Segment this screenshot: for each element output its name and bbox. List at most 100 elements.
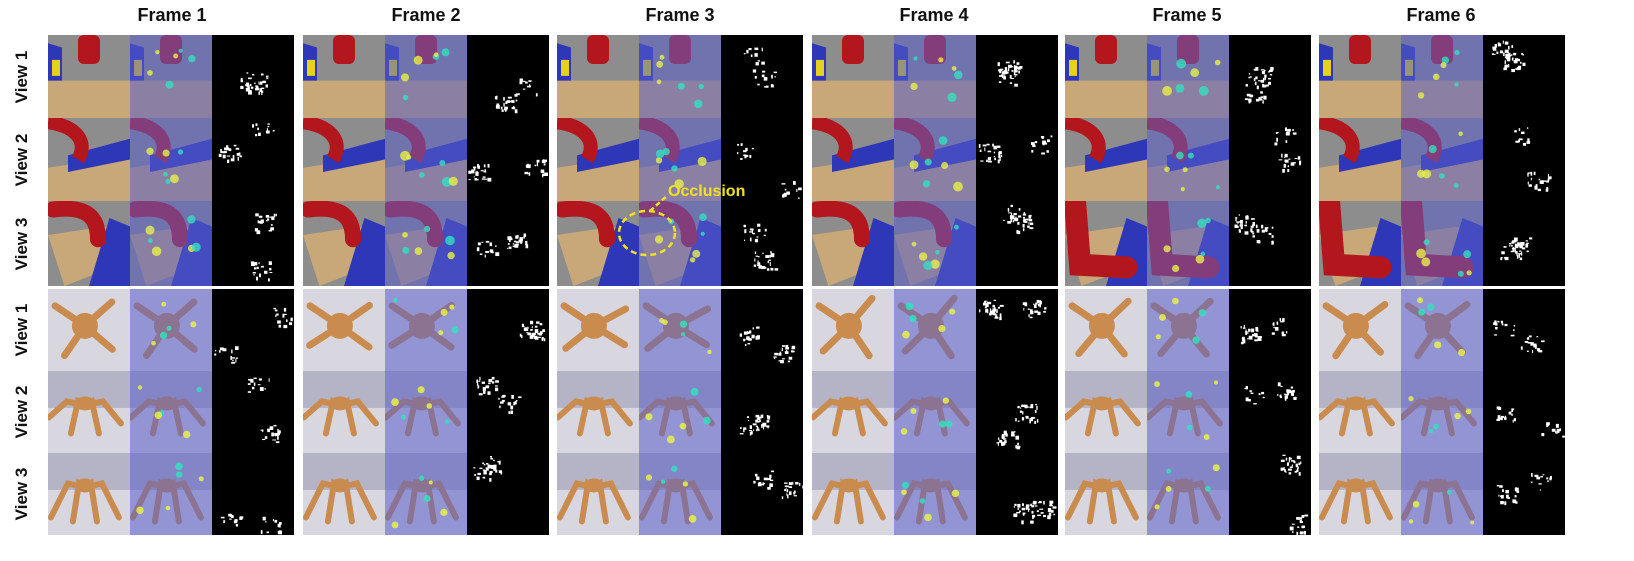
robot-arm-frame-3-view-3-saliency-image: [639, 201, 721, 286]
robot-arm-frame-5-view-3-mask-image: [1229, 201, 1311, 286]
robot-arm-frame-1-view-3-saliency-image: [130, 201, 212, 286]
ant-frame-5-view-3-mask-image: [1229, 453, 1311, 535]
robot-arm-frame-1-view-1-saliency-image: [130, 35, 212, 118]
robot-arm-frame-6-view-2-saliency-image: [1401, 118, 1483, 201]
robot-arm-frame-2-view-3-saliency-image: [385, 201, 467, 286]
robot-arm-frame-3-view-1-render-image: [557, 35, 639, 118]
robot-arm-frame-6-view-3-saliency-image: [1401, 201, 1483, 286]
ant-frame-3-view-2-render-image: [557, 371, 639, 453]
ant-frame-6-view-3-render-image: [1319, 453, 1401, 535]
ant-frame-5-view-2-saliency-image: [1147, 371, 1229, 453]
ant-frame-6-view-2-render-image: [1319, 371, 1401, 453]
ant-frame-2-view-2-mask-image: [467, 371, 549, 453]
robot-arm-frame-2-view-1-render-image: [303, 35, 385, 118]
ant-frame-1-view-1-saliency-image: [130, 289, 212, 371]
robot-arm-frame-4-view-3-render-image: [812, 201, 894, 286]
robot-arm-frame-3-view-1-saliency-image: [639, 35, 721, 118]
ant-frame-1-view-1-mask-image: [212, 289, 294, 371]
ant-frame-4-view-3-mask-image: [976, 453, 1058, 535]
ant-frame-2-view-3-mask-image: [467, 453, 549, 535]
robot-arm-frame-6-view-2-mask-image: [1483, 118, 1565, 201]
robot-arm-frame-4-view-3-saliency-image: [894, 201, 976, 286]
ant-frame-5-view-2-render-image: [1065, 371, 1147, 453]
robot-arm-frame-5-view-3-render-image: [1065, 201, 1147, 286]
ant-frame-6-view-3-mask-image: [1483, 453, 1565, 535]
frame-header-4: Frame 4: [899, 5, 969, 25]
ant-frame-4-view-3-render-image: [812, 453, 894, 535]
frame-header-2: Frame 2: [391, 5, 461, 25]
robot-arm-frame-6-view-1-mask-image: [1483, 35, 1565, 118]
ant-frame-6-view-3-saliency-image: [1401, 453, 1483, 535]
robot-arm-frame-5-view-2-mask-image: [1229, 118, 1311, 201]
robot-arm-frame-5-view-1-saliency-image: [1147, 35, 1229, 118]
robot-arm-frame-3-view-3-render-image: [557, 201, 639, 286]
ant-frame-2-view-3-saliency-image: [385, 453, 467, 535]
robot-arm-frame-4-view-1-saliency-image: [894, 35, 976, 118]
ant-frame-4-view-2-saliency-image: [894, 371, 976, 453]
frame-header-3: Frame 3: [645, 5, 715, 25]
robot-arm-frame-2-view-2-mask-image: [467, 118, 549, 201]
ant-frame-5-view-2-mask-image: [1229, 371, 1311, 453]
robot-arm-frame-4-view-1-mask-image: [976, 35, 1058, 118]
ant-frame-1-view-3-saliency-image: [130, 453, 212, 535]
robot-arm-frame-2-view-2-render-image: [303, 118, 385, 201]
ant-frame-3-view-1-render-image: [557, 289, 639, 371]
robot-arm-frame-3-view-2-saliency-image: [639, 118, 721, 201]
ant-frame-2-view-2-render-image: [303, 371, 385, 453]
robot-arm-frame-6-view-3-render-image: [1319, 201, 1401, 286]
row-label-ant-view-2: View 2: [12, 385, 31, 439]
robot-arm-frame-4-view-2-render-image: [812, 118, 894, 201]
robot-arm-frame-1-view-1-mask-image: [212, 35, 294, 118]
frame-header-6: Frame 6: [1406, 5, 1476, 25]
robot-arm-frame-1-view-1-render-image: [48, 35, 130, 118]
ant-frame-3-view-2-mask-image: [721, 371, 803, 453]
row-label-ant-view-1: View 1: [12, 303, 31, 357]
ant-frame-4-view-1-render-image: [812, 289, 894, 371]
robot-arm-frame-1-view-3-mask-image: [212, 201, 294, 286]
robot-arm-frame-5-view-1-render-image: [1065, 35, 1147, 118]
row-label-robot-arm-view-2: View 2: [12, 133, 31, 186]
robot-arm-frame-2-view-3-mask-image: [467, 201, 549, 286]
ant-frame-3-view-2-saliency-image: [639, 371, 721, 453]
ant-frame-3-view-3-mask-image: [721, 453, 803, 535]
ant-frame-3-view-3-render-image: [557, 453, 639, 535]
ant-frame-2-view-1-saliency-image: [385, 289, 467, 371]
ant-frame-6-view-1-mask-image: [1483, 289, 1565, 371]
ant-frame-2-view-3-render-image: [303, 453, 385, 535]
ant-frame-1-view-2-saliency-image: [130, 371, 212, 453]
occlusion-label: Occlusion: [668, 183, 746, 200]
ant-frame-1-view-2-render-image: [48, 371, 130, 453]
ant-frame-5-view-1-mask-image: [1229, 289, 1311, 371]
robot-arm-frame-6-view-1-saliency-image: [1401, 35, 1483, 118]
robot-arm-frame-3-view-2-render-image: [557, 118, 639, 201]
ant-frame-1-view-1-render-image: [48, 289, 130, 371]
ant-frame-2-view-2-saliency-image: [385, 371, 467, 453]
ant-frame-5-view-3-saliency-image: [1147, 453, 1229, 535]
ant-frame-1-view-3-mask-image: [212, 453, 294, 535]
robot-arm-frame-6-view-3-mask-image: [1483, 201, 1565, 286]
ant-frame-4-view-3-saliency-image: [894, 453, 976, 535]
robot-arm-frame-1-view-2-saliency-image: [130, 118, 212, 201]
robot-arm-frame-2-view-2-saliency-image: [385, 118, 467, 201]
robot-arm-frame-5-view-2-saliency-image: [1147, 118, 1229, 201]
ant-frame-6-view-1-saliency-image: [1401, 289, 1483, 371]
ant-frame-3-view-3-saliency-image: [639, 453, 721, 535]
robot-arm-frame-3-view-1-mask-image: [721, 35, 803, 118]
robot-arm-frame-1-view-2-mask-image: [212, 118, 294, 201]
robot-arm-frame-4-view-1-render-image: [812, 35, 894, 118]
robot-arm-frame-6-view-2-render-image: [1319, 118, 1401, 201]
robot-arm-frame-2-view-3-render-image: [303, 201, 385, 286]
ant-frame-2-view-1-mask-image: [467, 289, 549, 371]
robot-arm-frame-5-view-3-saliency-image: [1147, 201, 1229, 286]
robot-arm-frame-2-view-1-mask-image: [467, 35, 549, 118]
ant-frame-2-view-1-render-image: [303, 289, 385, 371]
ant-frame-4-view-1-mask-image: [976, 289, 1058, 371]
ant-frame-4-view-1-saliency-image: [894, 289, 976, 371]
ant-frame-1-view-3-render-image: [48, 453, 130, 535]
ant-frame-6-view-1-render-image: [1319, 289, 1401, 371]
robot-arm-frame-2-view-1-saliency-image: [385, 35, 467, 118]
row-label-robot-arm-view-3: View 3: [12, 217, 31, 270]
frame-header-5: Frame 5: [1152, 5, 1222, 25]
ant-frame-5-view-1-saliency-image: [1147, 289, 1229, 371]
ant-frame-5-view-1-render-image: [1065, 289, 1147, 371]
